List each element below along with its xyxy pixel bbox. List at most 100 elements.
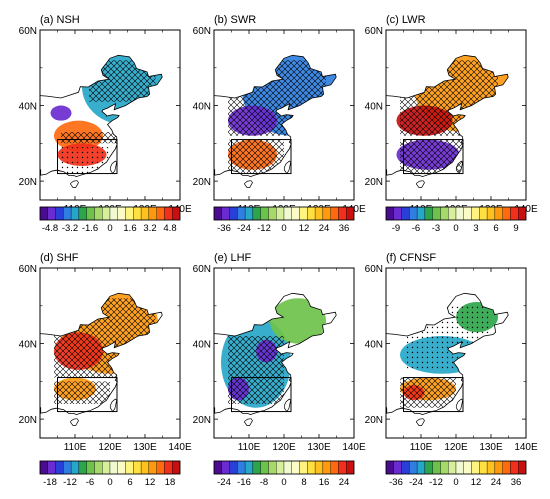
colorbar-swatch	[299, 206, 308, 221]
colorbar-swatch	[448, 460, 457, 475]
colorbar-tick-label: 36	[511, 477, 522, 488]
colorbar-swatch	[401, 460, 410, 475]
coastline	[214, 292, 337, 416]
colorbar-swatch	[260, 460, 269, 475]
colorbar-tick-label: -3.2	[62, 223, 78, 234]
coastline	[40, 54, 163, 178]
colorbar-swatch	[237, 460, 246, 475]
colorbar-tick-label: 0	[453, 477, 458, 488]
colorbar-swatch	[39, 206, 48, 221]
significance-dots	[407, 305, 491, 370]
lon-tick-label: 130E	[133, 442, 157, 453]
colorbar-c: -9 -6 -3 0 3 6 9	[385, 206, 527, 234]
colorbar-swatch	[314, 460, 324, 475]
colorbar-swatch	[416, 206, 426, 221]
anomaly-patch	[50, 105, 72, 121]
colorbar-tick-label: 0	[281, 223, 286, 234]
colorbar-tick-label: 12	[145, 477, 156, 488]
colorbar-swatch	[330, 206, 339, 221]
colorbar-swatch	[70, 206, 80, 221]
colorbar-swatch	[252, 460, 261, 475]
colorbar-tick-label: 8	[301, 477, 306, 488]
colorbar-swatch	[322, 206, 331, 221]
colorbar-tick-label: -24	[237, 223, 251, 234]
lat-tick-label: 60N	[365, 264, 383, 275]
coastline-hainan	[416, 180, 425, 188]
significance-hatching	[228, 139, 284, 174]
colorbar-swatch	[346, 460, 355, 475]
colorbar-swatch	[268, 460, 277, 475]
colorbar-swatch	[55, 206, 64, 221]
colorbar-swatch	[502, 206, 511, 221]
significance-hatching	[228, 336, 284, 404]
colorbar-swatch	[314, 206, 324, 221]
colorbar-swatch	[416, 460, 426, 475]
lon-tick-label: 110E	[410, 442, 433, 453]
panel-title: (c) LWR	[386, 14, 426, 26]
lat-tick-label: 40N	[365, 340, 383, 351]
study-region-box	[231, 139, 292, 175]
colorbar-swatch	[494, 460, 503, 475]
lat-tick-label: 60N	[193, 264, 211, 275]
colorbar-swatch	[221, 206, 230, 221]
study-region-box	[403, 377, 464, 413]
colorbar-tick-label: -6	[86, 477, 94, 488]
colorbar-tick-label: -24	[409, 477, 423, 488]
coastline-taiwan	[109, 160, 118, 175]
colorbar-tick-label: -9	[392, 223, 400, 234]
lat-tick-label: 60N	[19, 264, 37, 275]
colorbar-tick-label: -36	[217, 223, 231, 234]
panel-d: (d) SHF 20N 40N 60N 110E 120E 130E 140E -18 -12 -6…	[19, 252, 192, 488]
colorbar-swatch	[102, 206, 111, 221]
colorbar-swatch	[307, 206, 316, 221]
colorbar-swatch	[109, 206, 118, 221]
significance-hatching	[54, 381, 110, 404]
colorbar-swatch	[125, 460, 134, 475]
lat-tick-label: 20N	[193, 177, 211, 188]
field-layer	[50, 55, 163, 185]
anomaly-patch	[270, 298, 326, 344]
coastline-hainan	[70, 180, 79, 188]
colorbar-swatch	[393, 206, 402, 221]
lat-tick-label: 20N	[365, 415, 383, 426]
lon-tick-label: 140E	[168, 442, 192, 453]
colorbar-tick-label: 12	[299, 223, 310, 234]
colorbar-swatch	[94, 460, 103, 475]
coastline-hainan	[244, 418, 253, 426]
colorbar-f: -36 -24 -12 0 12 24 36	[385, 460, 527, 488]
colorbar-tick-label: -12	[429, 477, 443, 488]
lat-tick-label: 40N	[19, 102, 37, 113]
lat-tick-label: 20N	[19, 415, 37, 426]
colorbar-swatch	[156, 460, 165, 475]
colorbar-swatch	[260, 206, 269, 221]
colorbar-tick-label: -36	[389, 477, 403, 488]
coastline	[386, 54, 509, 178]
colorbar-tick-label: -12	[63, 477, 77, 488]
colorbar-swatch	[518, 460, 527, 475]
significance-hatching	[400, 377, 456, 408]
lat-tick-label: 40N	[193, 340, 211, 351]
colorbar-tick-label: 12	[471, 477, 482, 488]
colorbar-tick-label: -1.6	[82, 223, 98, 234]
lat-tick-label: 20N	[365, 177, 383, 188]
colorbar-swatch	[291, 460, 300, 475]
colorbar-swatch	[385, 460, 394, 475]
colorbar-tick-label: 6	[127, 477, 132, 488]
colorbar-swatch	[471, 460, 480, 475]
colorbar-swatch	[494, 206, 503, 221]
colorbar-swatch	[70, 460, 80, 475]
colorbar-swatch	[164, 206, 173, 221]
colorbar-tick-label: 3.2	[143, 223, 156, 234]
colorbar-swatch	[86, 206, 95, 221]
panel-title: (e) LHF	[214, 252, 252, 264]
colorbar-swatch	[455, 206, 464, 221]
colorbar-swatch	[47, 206, 56, 221]
colorbar-swatch	[510, 206, 519, 221]
lat-tick-label: 60N	[193, 26, 211, 37]
lat-tick-label: 40N	[19, 340, 37, 351]
colorbar-swatch	[322, 460, 331, 475]
coastline	[214, 54, 337, 178]
colorbar-tick-label: -6	[412, 223, 420, 234]
colorbar-tick-label: 4.8	[163, 223, 176, 234]
